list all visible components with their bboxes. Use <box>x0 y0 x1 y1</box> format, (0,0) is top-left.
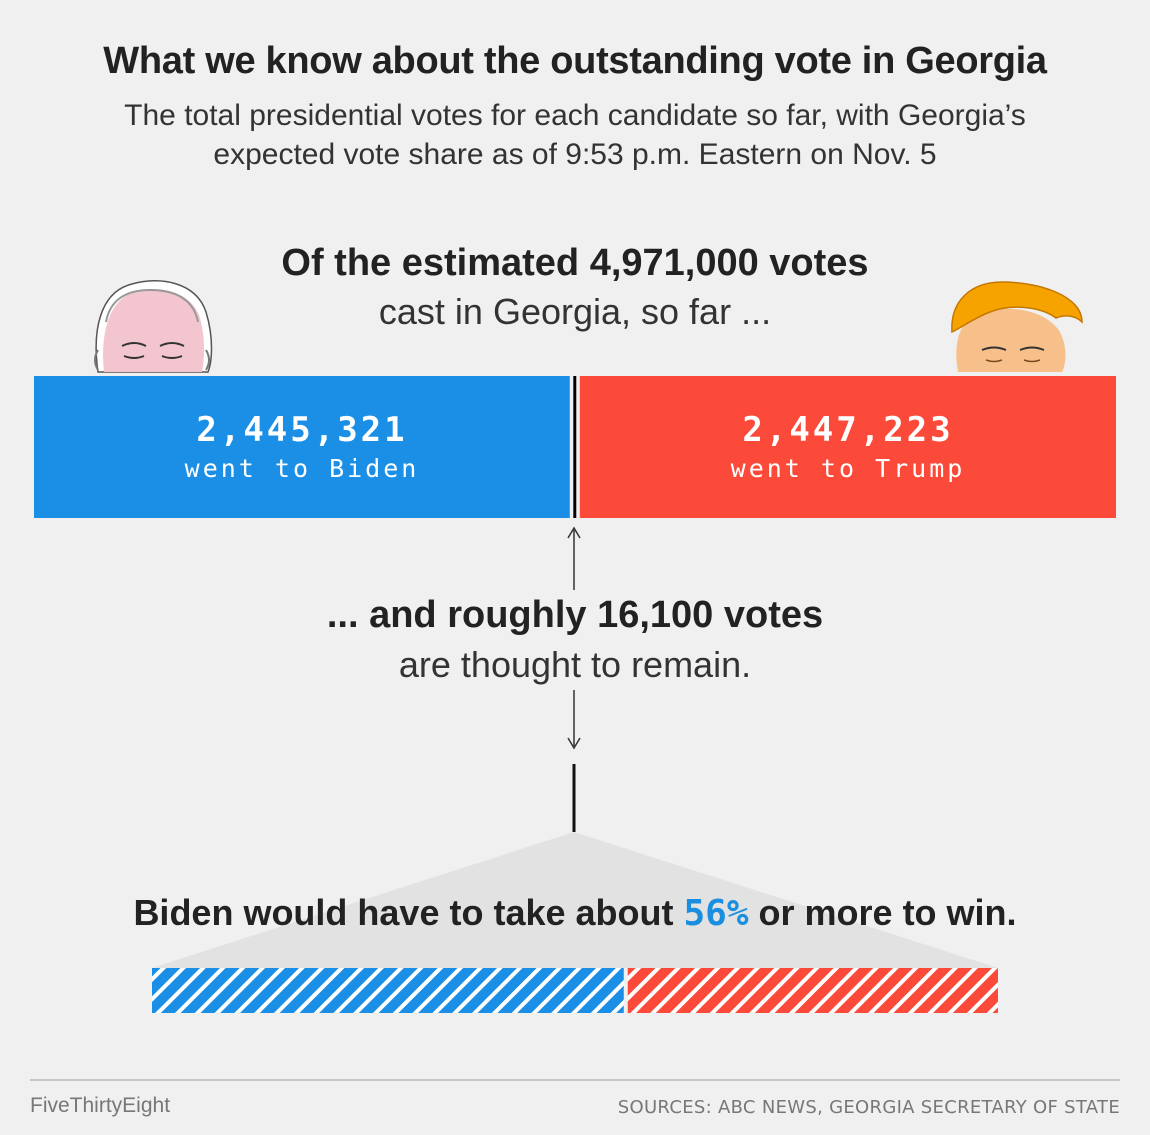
remaining-subline: are thought to remain. <box>398 644 752 685</box>
bar-biden <box>34 376 570 518</box>
needed-suffix: or more to win. <box>748 892 1017 933</box>
sources-note: SOURCES: ABC NEWS, GEORGIA SECRETARY OF … <box>617 1097 1120 1118</box>
bar-divider <box>573 376 577 518</box>
trump-vote-label: went to Trump <box>730 454 966 483</box>
estimate-headline: Of the estimated 4,971,000 votes <box>281 242 869 284</box>
biden-portrait <box>94 280 213 373</box>
biden-vote-label: went to Biden <box>184 454 420 483</box>
brand-logo: FiveThirtyEight <box>30 1094 171 1117</box>
bar-trump <box>579 376 1116 518</box>
trump-vote-count: 2,447,223 <box>742 410 954 450</box>
arrow-up-icon <box>567 526 581 539</box>
page-title: What we know about the outstanding vote … <box>103 40 1047 82</box>
zoom-wedge <box>152 832 998 968</box>
needed-pct: 56% <box>683 893 749 934</box>
biden-vote-count: 2,445,321 <box>196 410 408 450</box>
arrow-down-icon <box>567 737 581 750</box>
split-bar-trump <box>627 968 998 1013</box>
biden-bar-text: 2,445,321 went to Biden <box>34 410 570 483</box>
needed-share-statement: Biden would have to take about 56% or mo… <box>0 892 1150 934</box>
split-bar-biden <box>152 968 624 1013</box>
page-subtitle: The total presidential votes for each ca… <box>124 99 1026 171</box>
trump-portrait <box>951 281 1083 372</box>
trump-bar-text: 2,447,223 went to Trump <box>580 410 1116 483</box>
remaining-headline: ... and roughly 16,100 votes <box>326 594 824 636</box>
needed-prefix: Biden would have to take about <box>133 892 684 933</box>
estimate-subline: cast in Georgia, so far ... <box>378 291 772 332</box>
